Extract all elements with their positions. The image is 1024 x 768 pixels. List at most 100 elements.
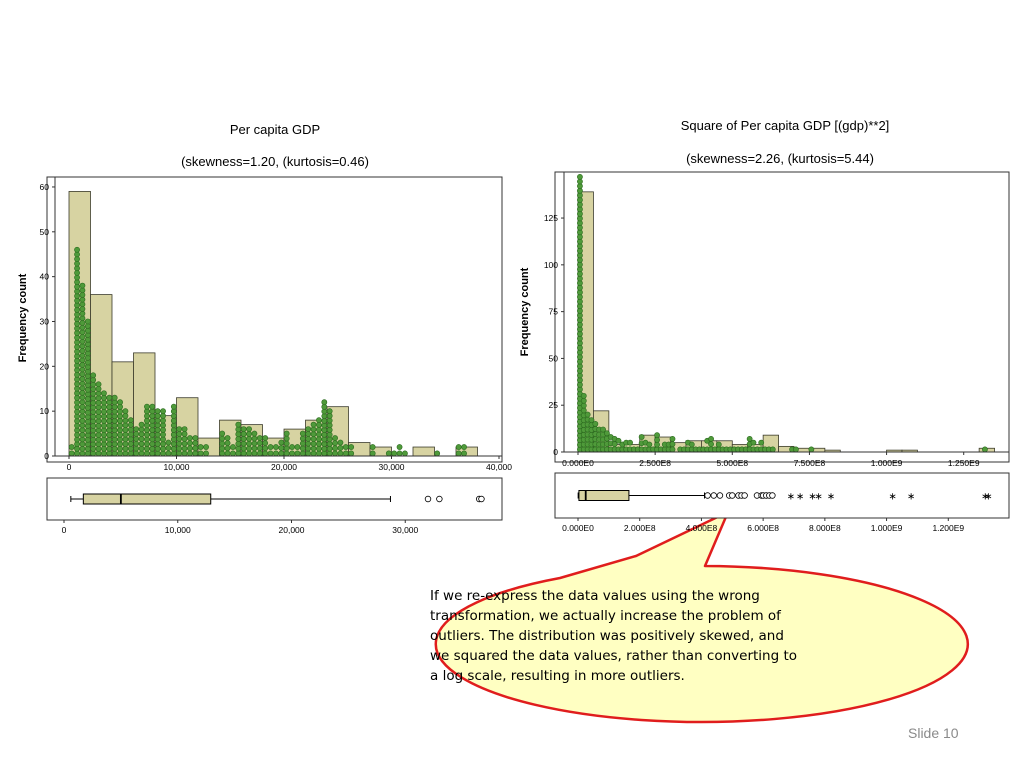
right-box-tick-label: 8.000E8 <box>809 523 841 533</box>
right-histogram-frame <box>554 171 1010 463</box>
right-dot <box>584 411 591 418</box>
left-dot <box>138 426 145 433</box>
left-dot <box>278 439 285 446</box>
left-dot <box>133 440 140 447</box>
left-dot <box>79 282 86 289</box>
right-dot <box>615 437 622 444</box>
right-dot <box>592 421 599 427</box>
left-dot <box>299 440 306 447</box>
left-dot <box>170 403 177 410</box>
left-dot <box>138 421 145 428</box>
left-dot <box>127 440 134 447</box>
right-outlier <box>710 492 717 499</box>
left-dot <box>181 431 188 437</box>
left-dot <box>90 372 97 379</box>
right-outlier <box>729 492 736 499</box>
right-dot <box>708 441 714 448</box>
left-y-tick-label: 50 <box>40 227 50 237</box>
left-y-tick-label: 10 <box>40 406 50 416</box>
left-dot <box>246 435 252 442</box>
right-outlier <box>716 492 724 499</box>
left-dot <box>138 450 145 457</box>
left-dot <box>219 440 226 447</box>
left-dot <box>283 445 290 452</box>
right-x-tick-label: 0.000E0 <box>562 458 594 468</box>
left-dot <box>192 445 199 452</box>
left-y-tick-label: 60 <box>40 182 50 192</box>
left-dot <box>262 445 269 452</box>
left-dot <box>299 450 306 457</box>
left-box-tick-label: 10,000 <box>165 525 191 535</box>
right-dot <box>588 417 595 424</box>
right-box-tick-label: 1.200E9 <box>932 523 964 533</box>
left-dot <box>246 450 252 457</box>
left-chart-title: Per capita GDP <box>229 122 321 137</box>
right-dot <box>604 430 610 437</box>
left-axes: 0 10 20 30 40 50 60 0 10,000 20,000 30,000 40,000 <box>40 177 512 472</box>
left-dot <box>332 435 338 441</box>
left-dot <box>316 445 322 452</box>
left-dot <box>316 440 322 447</box>
left-x-tick-label: 10,000 <box>164 462 190 472</box>
left-dot <box>246 445 252 452</box>
left-dot <box>342 450 349 457</box>
left-dot <box>203 444 209 450</box>
left-dot <box>138 445 145 452</box>
left-dot <box>310 445 317 452</box>
left-dot <box>299 445 306 452</box>
right-dot <box>808 446 815 453</box>
right-dot <box>982 446 988 453</box>
left-dot <box>310 421 317 428</box>
right-x-tick-label: 5.000E8 <box>716 458 748 468</box>
right-box-tick-label: 1.000E9 <box>871 523 903 533</box>
left-dot <box>154 408 161 415</box>
left-dot <box>187 440 193 447</box>
right-dot <box>793 446 799 453</box>
left-dot <box>235 431 242 438</box>
right-dot <box>746 435 753 442</box>
left-dot <box>176 435 183 442</box>
left-dot <box>348 450 355 457</box>
left-dot <box>256 440 263 447</box>
left-dot <box>289 444 295 450</box>
left-dot <box>283 435 290 442</box>
right-dot <box>758 439 765 446</box>
left-dot <box>256 435 263 441</box>
right-x-tick-label: 1.250E9 <box>948 458 980 468</box>
right-box-tick-label: 0.000E0 <box>562 523 594 533</box>
left-dot <box>273 450 279 457</box>
left-box-tick-label: 30,000 <box>392 525 418 535</box>
left-dot <box>240 435 247 442</box>
right-dot <box>715 441 722 448</box>
left-dot <box>192 440 199 447</box>
right-dot <box>580 392 587 399</box>
left-dot <box>149 403 156 410</box>
left-dot <box>321 399 328 406</box>
right-dot <box>708 435 714 442</box>
right-axes: 0 25 50 75 100 125 0.000E0 2.500E8 5.000E8 7.500E… <box>544 172 1009 468</box>
left-dot <box>235 445 242 452</box>
left-dot <box>326 408 333 415</box>
right-dot <box>627 439 633 446</box>
left-bar <box>412 446 435 457</box>
left-dot <box>273 444 279 450</box>
left-dot <box>391 450 398 457</box>
left-dot <box>176 426 183 432</box>
left-dot <box>127 421 134 428</box>
right-outlier <box>741 492 748 499</box>
left-dot <box>133 426 140 432</box>
left-dot <box>101 390 107 397</box>
left-boxplot: 0 10,000 20,000 30,000 <box>46 477 503 535</box>
right-dot <box>580 397 587 404</box>
left-dot <box>138 436 145 442</box>
left-dot <box>310 426 317 433</box>
right-dot <box>580 402 587 409</box>
left-dot <box>396 444 403 450</box>
left-dot <box>246 431 252 437</box>
left-dot <box>122 408 129 415</box>
left-dot <box>127 431 134 438</box>
left-dot <box>176 431 183 437</box>
left-dot <box>144 403 150 410</box>
left-dot <box>256 450 263 457</box>
left-dot <box>316 436 322 443</box>
